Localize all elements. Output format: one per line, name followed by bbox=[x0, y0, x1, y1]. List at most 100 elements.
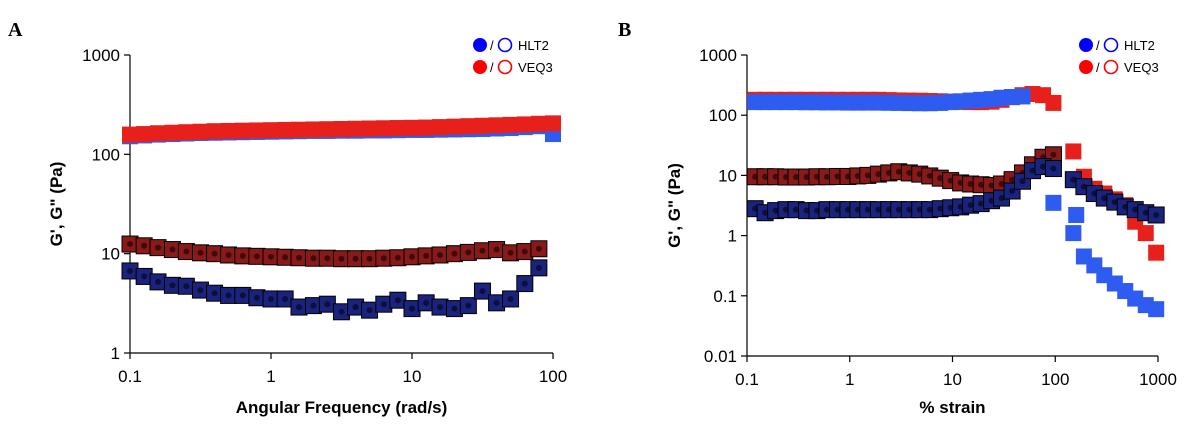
data-point-hollow-center bbox=[127, 267, 133, 274]
data-point-hollow-center bbox=[268, 253, 274, 260]
data-point bbox=[347, 120, 364, 137]
legend-open-circle-icon bbox=[497, 59, 513, 75]
data-point bbox=[206, 123, 223, 140]
data-point-hollow-center bbox=[1111, 199, 1118, 206]
data-point-hollow-center bbox=[535, 264, 542, 271]
data-point-hollow-center bbox=[253, 294, 260, 301]
legend-entry-veq3: / VEQ3 bbox=[473, 59, 553, 75]
data-point-hollow-center bbox=[183, 283, 190, 290]
data-point-hollow-center bbox=[937, 175, 944, 182]
y-axis-title: G', G" (Pa) bbox=[665, 163, 684, 248]
y-tick-label: 1000 bbox=[699, 46, 737, 65]
x-axis-title: % strain bbox=[919, 398, 985, 417]
series-hlt2-loss bbox=[121, 259, 548, 321]
data-point bbox=[150, 125, 167, 142]
series-veq3-loss bbox=[746, 146, 1062, 194]
series-veq3-loss bbox=[121, 235, 548, 268]
data-point bbox=[263, 122, 279, 139]
data-point bbox=[136, 126, 153, 143]
data-point-hollow-center bbox=[875, 171, 882, 178]
data-point-hollow-center bbox=[155, 244, 162, 251]
data-point-hollow-center bbox=[978, 200, 985, 207]
data-point-hollow-center bbox=[1050, 151, 1057, 158]
data-point-hollow-center bbox=[864, 206, 871, 213]
data-point bbox=[333, 120, 350, 137]
legend-label: HLT2 bbox=[518, 38, 549, 53]
data-point bbox=[418, 119, 435, 136]
y-tick-label: 10 bbox=[718, 166, 737, 185]
x-tick-label: 0.1 bbox=[735, 370, 759, 389]
data-point bbox=[530, 115, 547, 132]
data-point-hollow-center bbox=[479, 247, 486, 254]
legend-label: HLT2 bbox=[1124, 38, 1155, 53]
data-point-hollow-center bbox=[762, 173, 769, 180]
data-point-hollow-center bbox=[141, 273, 148, 280]
y-tick-label: 10 bbox=[101, 245, 120, 264]
data-point-hollow-center bbox=[141, 242, 148, 249]
legend-separator: / bbox=[490, 38, 494, 53]
data-point-hollow-center bbox=[1101, 195, 1108, 202]
data-point-hollow-center bbox=[834, 206, 841, 213]
data-point-hollow-center bbox=[324, 301, 331, 308]
data-point-hollow-center bbox=[895, 168, 902, 175]
data-point bbox=[122, 126, 138, 143]
data-point-hollow-center bbox=[296, 304, 303, 311]
x-tick-label: 1 bbox=[266, 367, 275, 386]
data-point-hollow-center bbox=[324, 255, 331, 262]
data-point-hollow-center bbox=[793, 174, 800, 181]
data-point-hollow-center bbox=[239, 292, 246, 299]
series-hlt2-loss bbox=[746, 158, 1165, 224]
x-tick-label: 10 bbox=[403, 367, 422, 386]
data-point-hollow-center bbox=[906, 169, 913, 176]
data-point-hollow-center bbox=[803, 174, 810, 181]
data-point bbox=[446, 118, 463, 135]
y-tick-label: 1 bbox=[728, 227, 737, 246]
data-point-hollow-center bbox=[366, 307, 373, 314]
data-point-hollow-center bbox=[239, 252, 246, 259]
legend-separator: / bbox=[1096, 38, 1100, 53]
legend-entry-hlt2: / HLT2 bbox=[1079, 37, 1155, 53]
panel-label: A bbox=[8, 19, 23, 41]
data-point bbox=[389, 120, 406, 137]
x-tick-label: 0.1 bbox=[118, 367, 142, 386]
data-point-hollow-center bbox=[380, 255, 387, 262]
data-point bbox=[1148, 244, 1165, 261]
legend-entry-veq3: / VEQ3 bbox=[1079, 59, 1159, 75]
data-point-hollow-center bbox=[183, 248, 190, 255]
data-point-hollow-center bbox=[479, 288, 486, 295]
data-point bbox=[1137, 225, 1154, 242]
data-point bbox=[404, 119, 420, 136]
data-point-hollow-center bbox=[465, 302, 472, 309]
data-point-hollow-center bbox=[493, 299, 500, 306]
x-tick-label: 1 bbox=[845, 370, 854, 389]
data-point bbox=[432, 119, 449, 136]
data-point bbox=[1045, 194, 1062, 211]
data-point-hollow-center bbox=[926, 206, 933, 213]
y-tick-label: 0.01 bbox=[704, 347, 737, 366]
data-point bbox=[460, 118, 477, 135]
data-point-hollow-center bbox=[127, 241, 133, 248]
data-point bbox=[375, 120, 392, 137]
data-point-hollow-center bbox=[1009, 176, 1016, 183]
data-point bbox=[1065, 143, 1082, 160]
data-point-hollow-center bbox=[998, 180, 1005, 187]
legend-separator: / bbox=[490, 60, 494, 75]
series-hlt2-storage bbox=[747, 88, 1165, 318]
x-tick-label: 100 bbox=[539, 367, 567, 386]
data-point-hollow-center bbox=[394, 254, 401, 261]
legend-open-circle-icon bbox=[497, 37, 513, 53]
data-point-hollow-center bbox=[1070, 176, 1077, 183]
data-point-hollow-center bbox=[521, 280, 528, 287]
data-point-hollow-center bbox=[823, 206, 830, 213]
y-tick-label: 1000 bbox=[82, 46, 120, 65]
legend-open-circle-icon bbox=[1103, 59, 1119, 75]
data-point-hollow-center bbox=[493, 246, 500, 253]
data-point-hollow-center bbox=[169, 246, 176, 253]
data-point bbox=[502, 116, 519, 133]
data-point bbox=[234, 122, 251, 139]
data-point-hollow-center bbox=[211, 250, 218, 257]
data-point-hollow-center bbox=[423, 252, 430, 259]
data-point-hollow-center bbox=[937, 205, 944, 212]
data-point-hollow-center bbox=[967, 180, 974, 187]
